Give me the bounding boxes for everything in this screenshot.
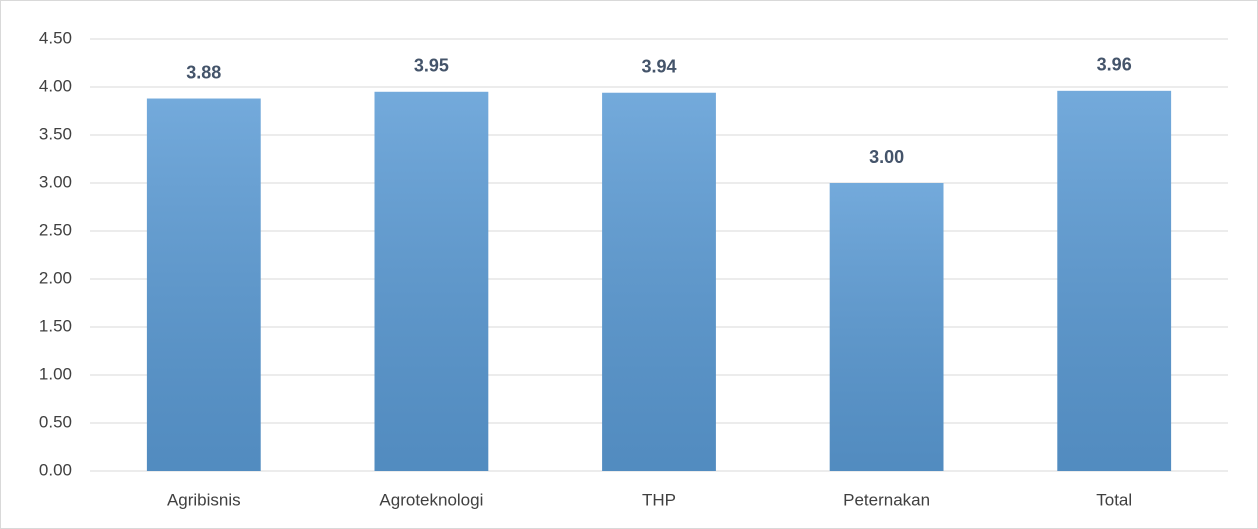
- x-tick-label: Peternakan: [843, 490, 930, 509]
- bar-shade: [602, 92, 716, 471]
- y-tick-label: 0.00: [39, 460, 72, 479]
- data-label: 3.95: [414, 56, 449, 76]
- bar-shade: [146, 98, 261, 472]
- x-tick-label: Total: [1096, 490, 1132, 509]
- y-tick-label: 1.00: [39, 364, 72, 383]
- y-tick-label: 4.00: [39, 76, 72, 95]
- y-tick-label: 3.50: [39, 124, 72, 143]
- data-label: 3.96: [1097, 55, 1132, 75]
- bar-shade: [374, 91, 489, 472]
- x-tick-label: Agroteknologi: [379, 490, 483, 509]
- x-tick-label: Agribisnis: [167, 490, 241, 509]
- bar-shade: [829, 183, 944, 471]
- y-tick-label: 2.00: [39, 268, 72, 287]
- bar-shade: [1057, 90, 1172, 471]
- y-tick-label: 2.50: [39, 220, 72, 239]
- y-tick-label: 3.00: [39, 172, 72, 191]
- data-label: 3.94: [641, 57, 676, 77]
- data-label: 3.88: [186, 62, 221, 82]
- y-tick-label: 0.50: [39, 412, 72, 431]
- data-label: 3.00: [869, 147, 904, 167]
- y-tick-label: 4.50: [39, 28, 72, 47]
- y-tick-label: 1.50: [39, 316, 72, 335]
- x-tick-label: THP: [642, 490, 676, 509]
